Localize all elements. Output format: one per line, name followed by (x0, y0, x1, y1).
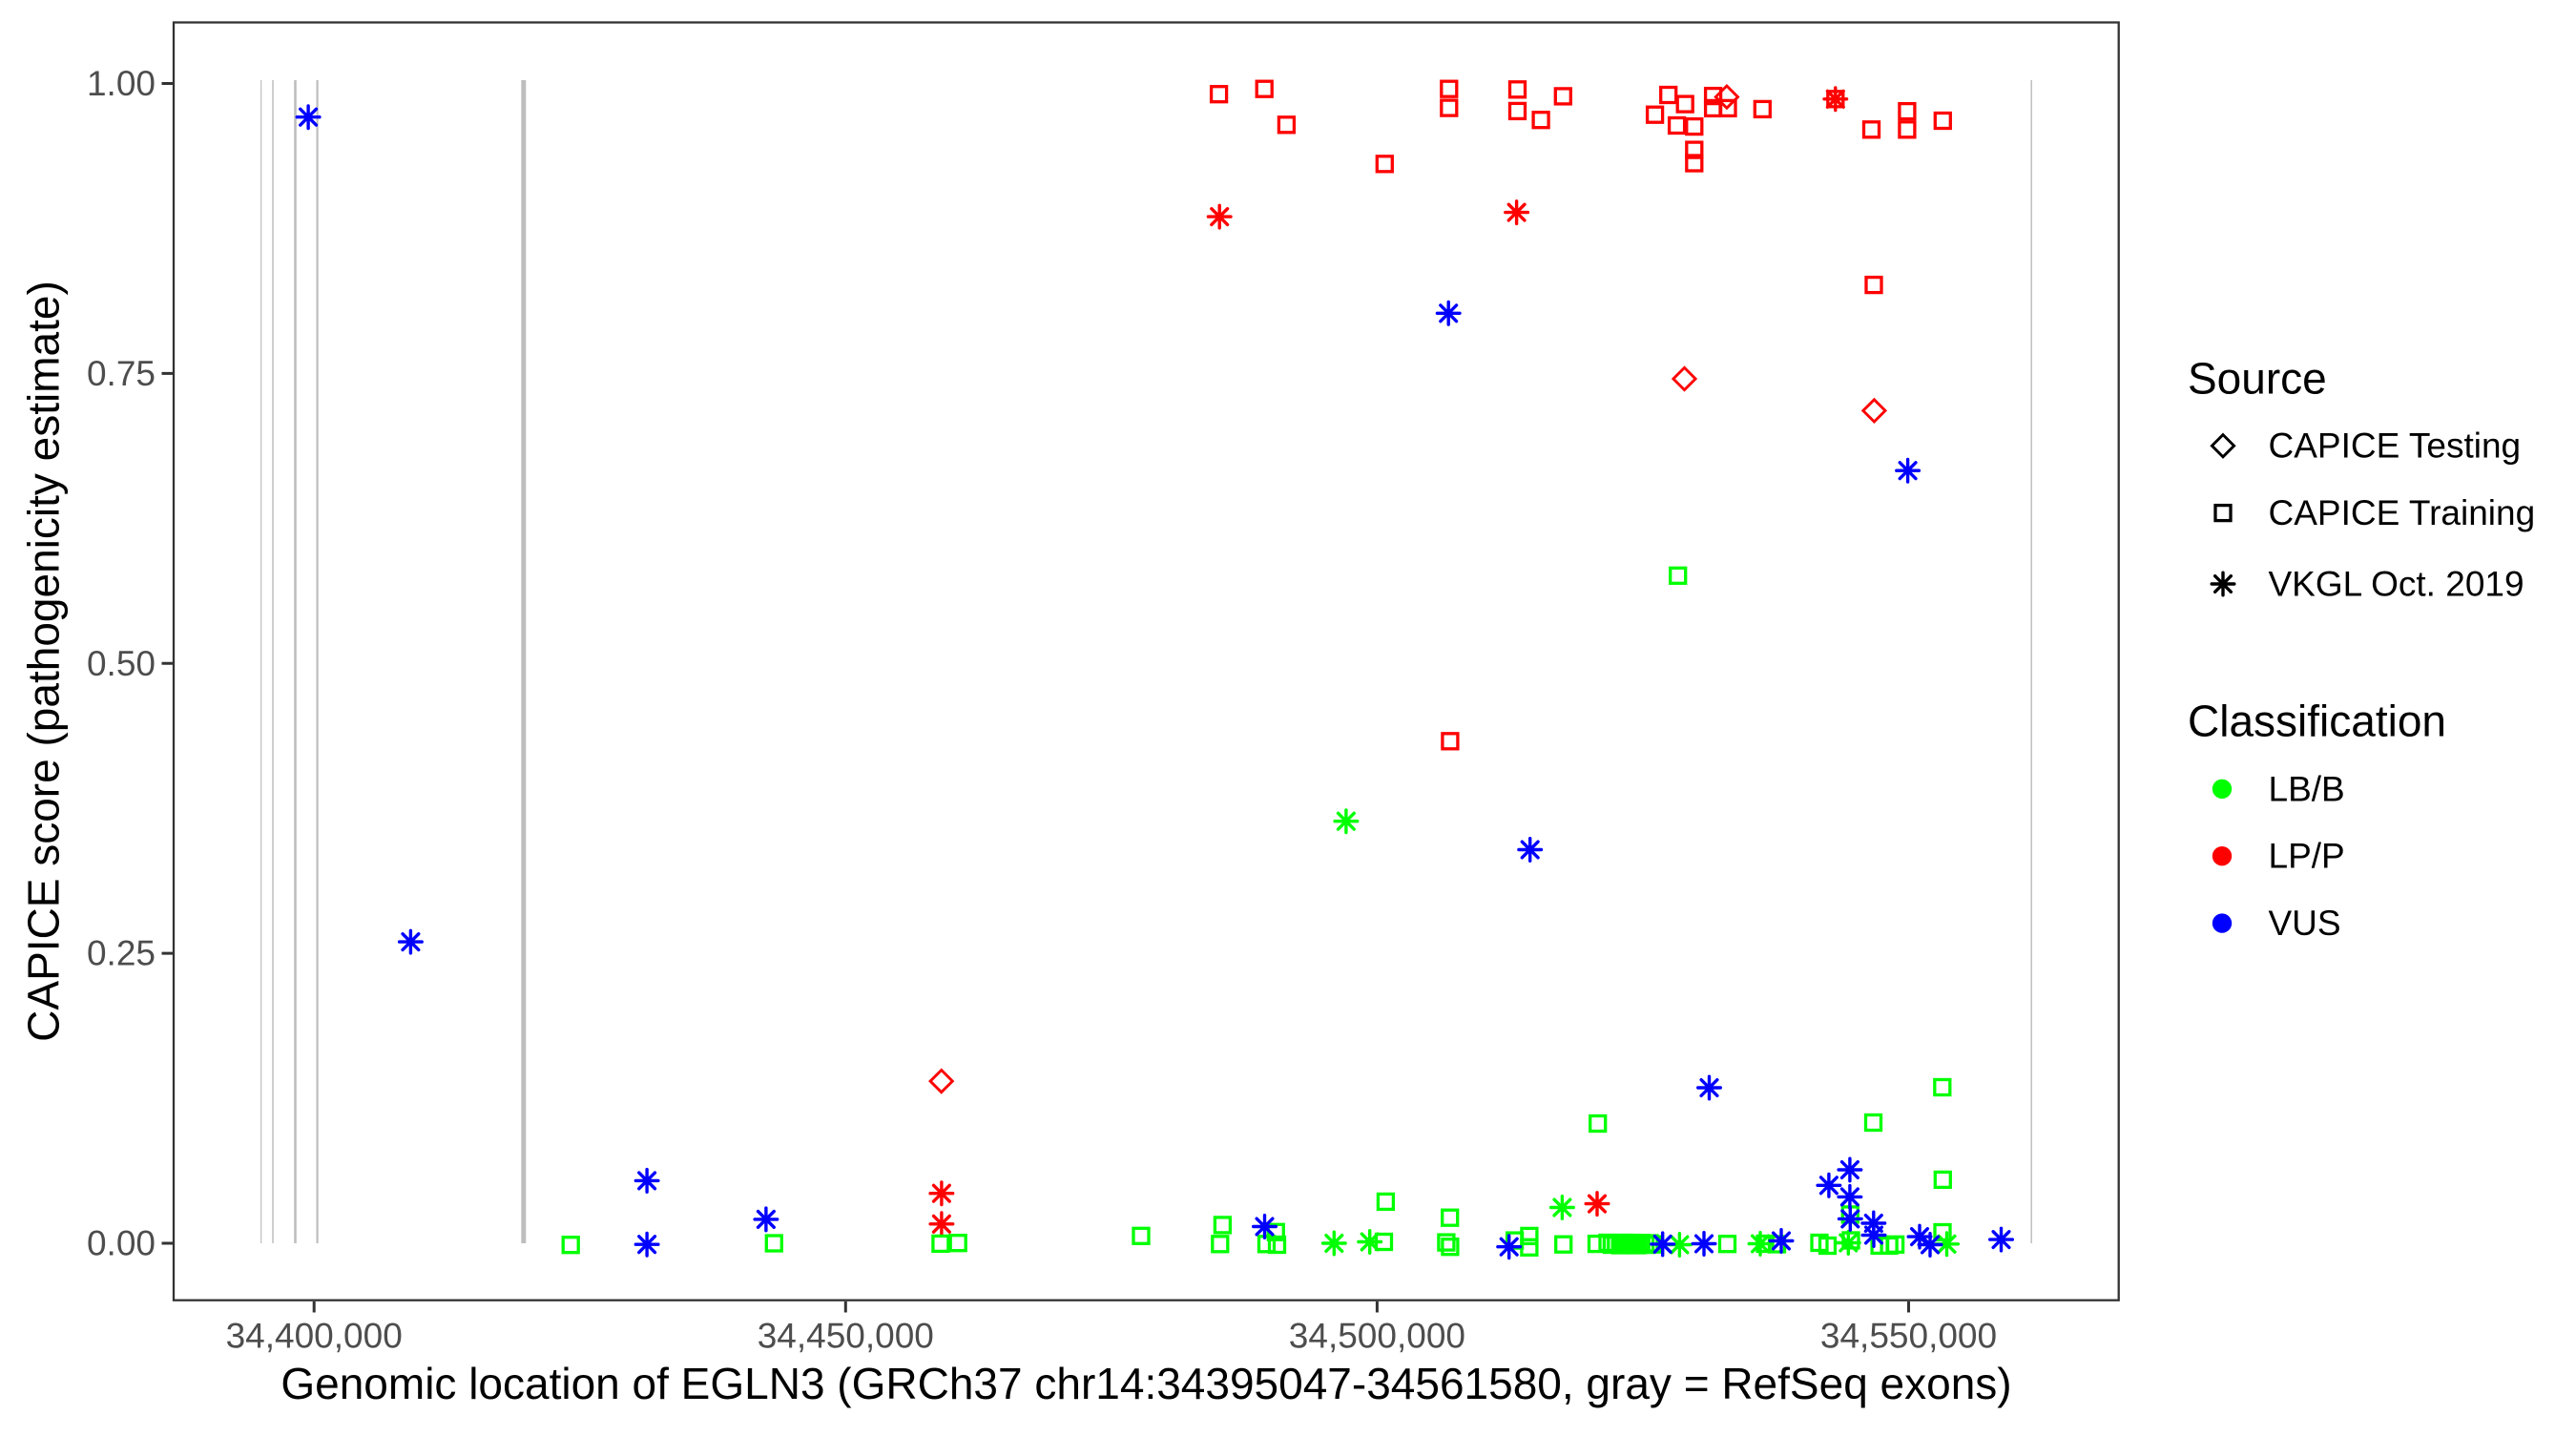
svg-text:Source: Source (2188, 354, 2327, 404)
svg-text:CAPICE Testing: CAPICE Testing (2269, 427, 2522, 466)
svg-text:34,500,000: 34,500,000 (1289, 1317, 1465, 1356)
svg-text:34,400,000: 34,400,000 (226, 1317, 403, 1356)
svg-text:CAPICE Training: CAPICE Training (2269, 493, 2536, 532)
svg-text:0.25: 0.25 (87, 934, 156, 973)
svg-text:VUS: VUS (2269, 904, 2341, 943)
svg-text:LP/P: LP/P (2269, 837, 2345, 876)
svg-text:0.75: 0.75 (87, 354, 156, 393)
svg-text:0.50: 0.50 (87, 644, 156, 683)
svg-text:1.00: 1.00 (87, 64, 156, 103)
svg-text:Classification: Classification (2188, 697, 2446, 746)
svg-text:34,550,000: 34,550,000 (1820, 1317, 1997, 1356)
svg-text:LB/B: LB/B (2269, 769, 2345, 808)
svg-text:Genomic location of EGLN3 (GRC: Genomic location of EGLN3 (GRCh37 chr14:… (280, 1359, 2011, 1408)
svg-text:34,450,000: 34,450,000 (758, 1317, 934, 1356)
svg-text:0.00: 0.00 (87, 1224, 156, 1263)
svg-text:VKGL Oct. 2019: VKGL Oct. 2019 (2269, 565, 2524, 604)
svg-text:CAPICE score (pathogenicity es: CAPICE score (pathogenicity estimate) (19, 281, 69, 1042)
